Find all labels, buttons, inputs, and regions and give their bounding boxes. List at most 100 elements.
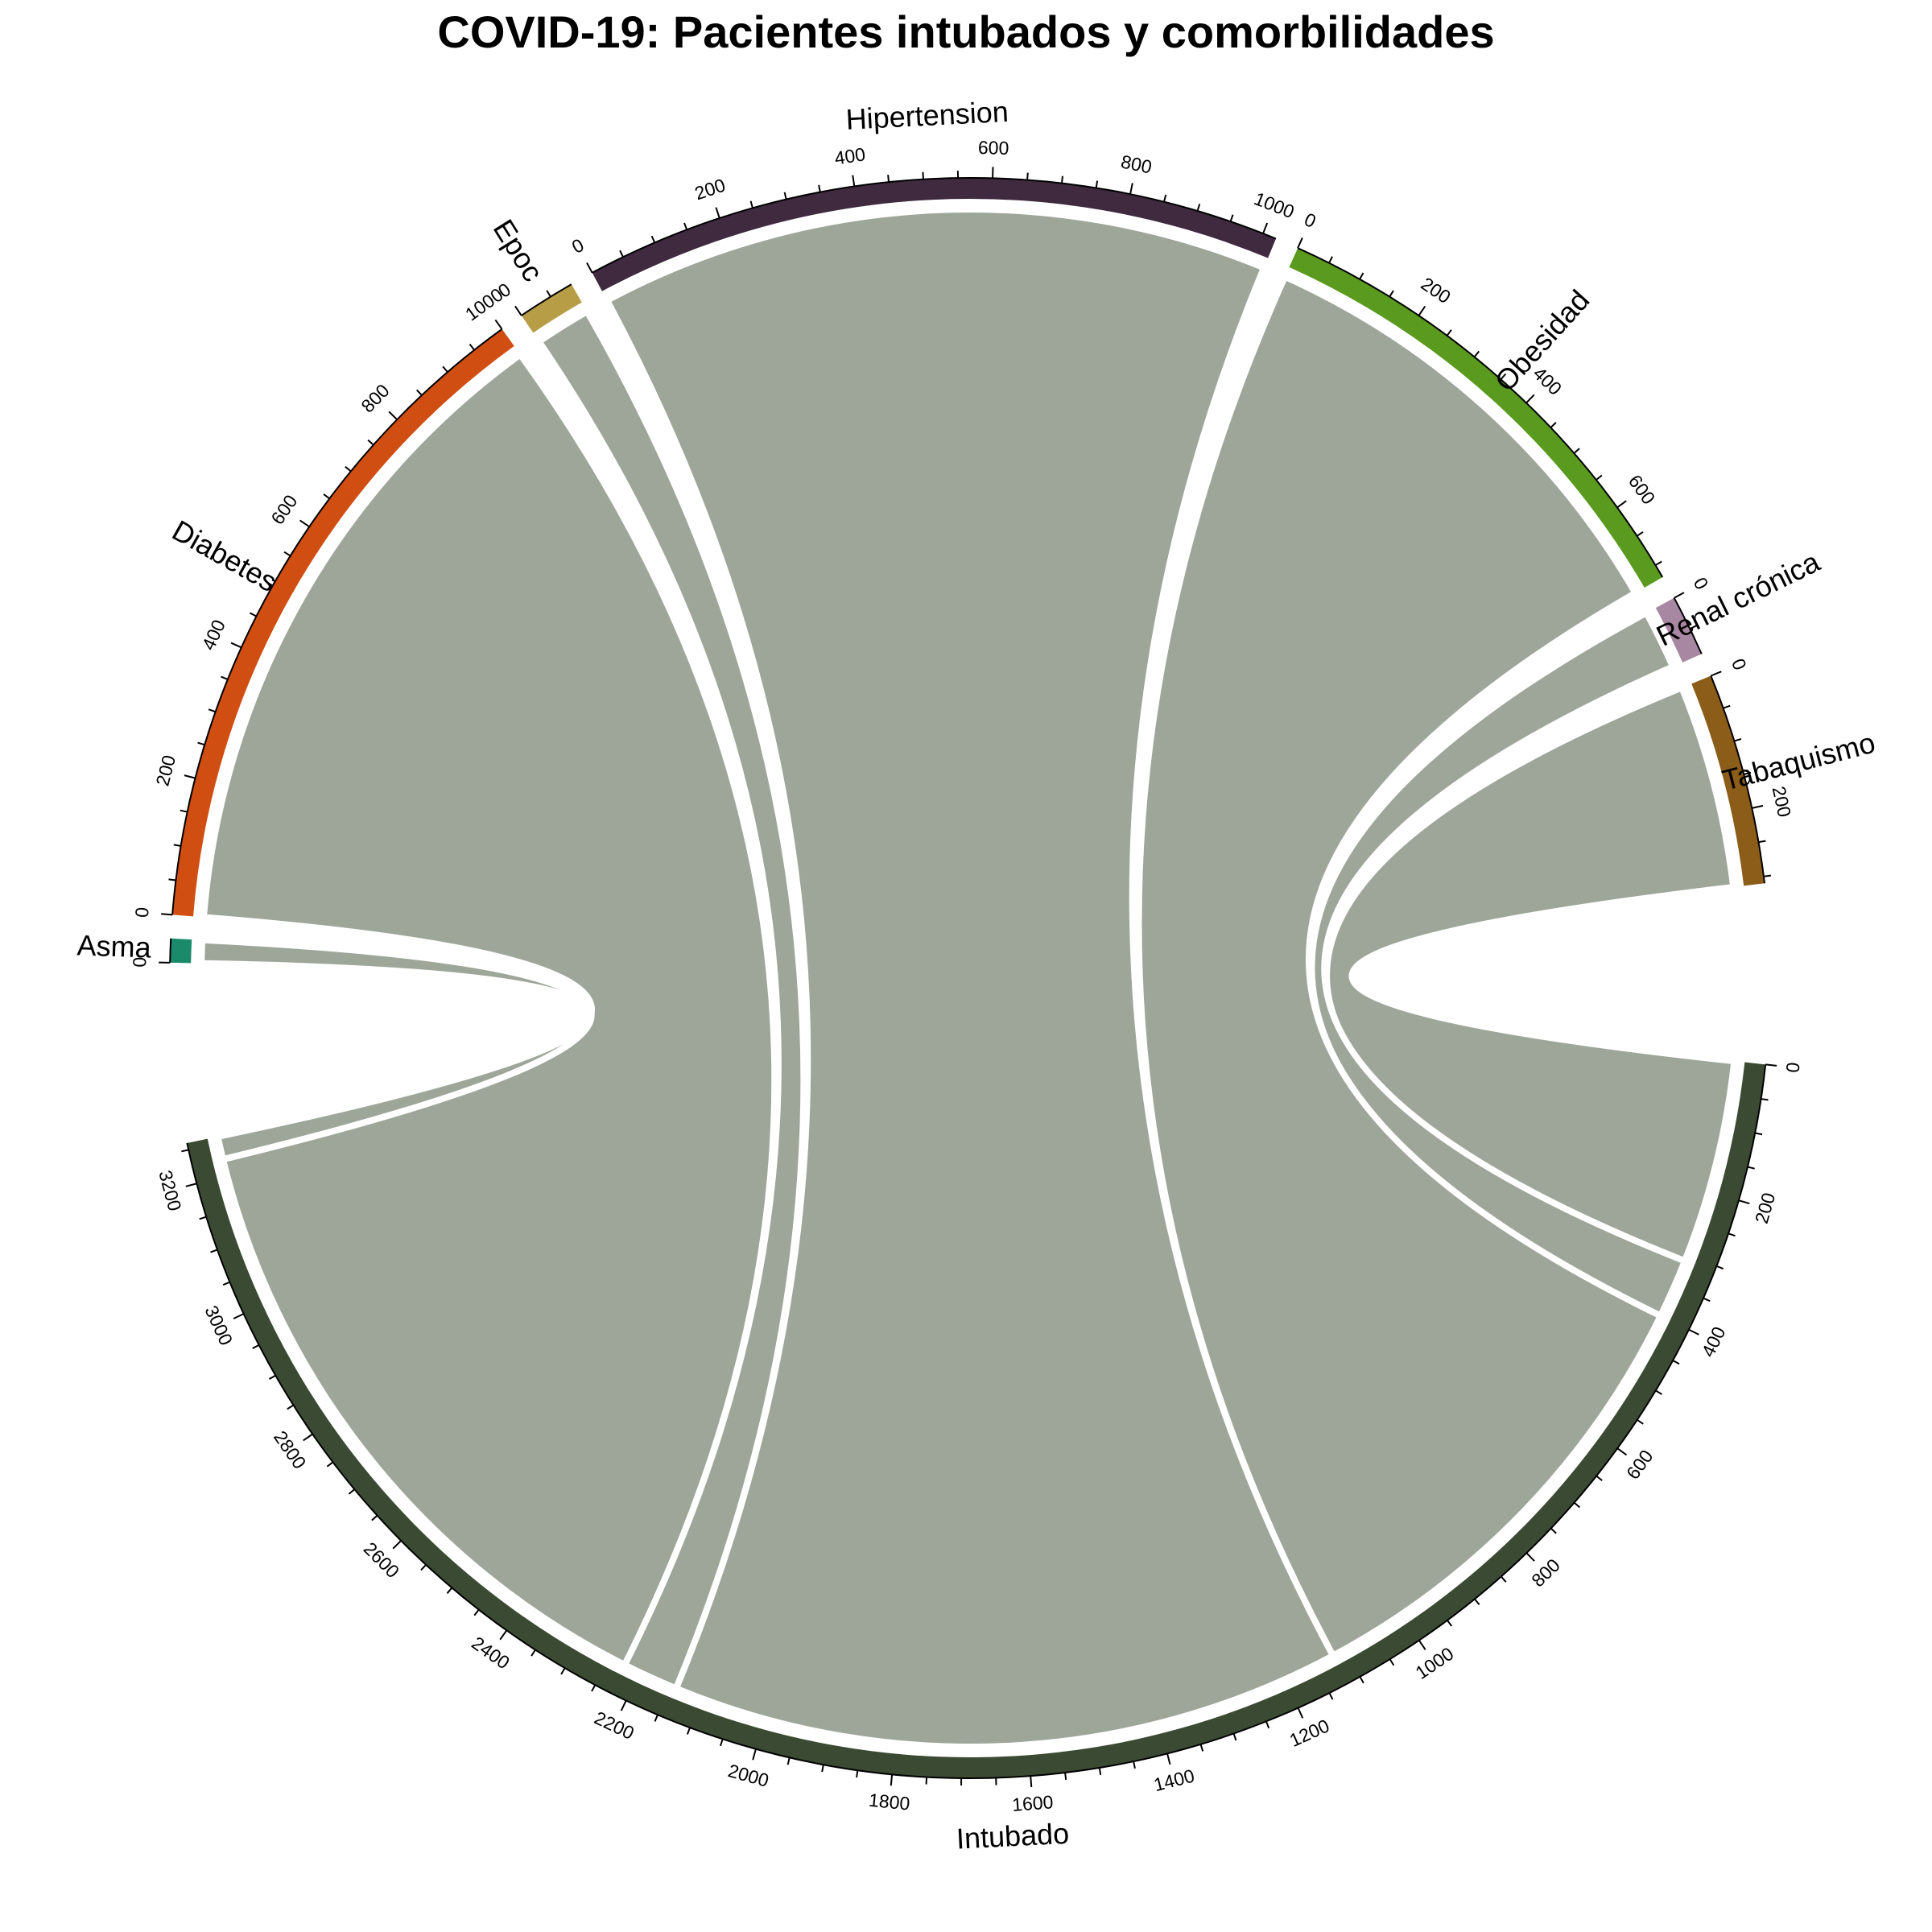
- tick-diabetes: [388, 411, 398, 420]
- tick-intubado: [1761, 1098, 1769, 1101]
- tick-hipertension: [715, 207, 720, 219]
- tick-label-intubado: 400: [1697, 1323, 1729, 1360]
- tick-intubado: [222, 1281, 230, 1286]
- tick-intubado: [181, 1149, 189, 1153]
- tick-intubado: [252, 1344, 260, 1349]
- tick-obesidad: [1500, 373, 1507, 380]
- tick-hipertension: [1262, 222, 1269, 234]
- tick-hipertension: [683, 222, 688, 230]
- sector-label-hipertension: Hipertension: [845, 95, 1009, 136]
- tick-diabetes: [180, 809, 188, 813]
- tick-intubado: [1738, 1199, 1750, 1205]
- tick-renal-cronica: [1674, 592, 1685, 599]
- tick-obesidad: [1297, 237, 1303, 249]
- tick-label-tabaquismo: 0: [1728, 655, 1751, 673]
- tick-intubado: [1573, 1501, 1581, 1509]
- tick-hipertension: [619, 250, 624, 258]
- tick-label-diabetes: 0: [131, 906, 153, 919]
- tick-obesidad: [1525, 394, 1535, 404]
- tick-epoc: [546, 290, 551, 298]
- tick-intubado: [560, 1667, 566, 1675]
- tick-intubado: [654, 1714, 658, 1722]
- tick-label-obesidad: 600: [1624, 471, 1660, 508]
- tick-hipertension: [783, 192, 787, 200]
- tick-label-hipertension: 400: [833, 143, 867, 168]
- axis-line-asma: [169, 938, 172, 963]
- tick-intubado: [1199, 1744, 1204, 1752]
- tick-intubado: [719, 1738, 724, 1747]
- tick-label-intubado: 1600: [1011, 1791, 1054, 1815]
- tick-intubado: [786, 1757, 791, 1765]
- tick-tabaquismo: [1744, 771, 1752, 775]
- tick-intubado: [185, 1183, 197, 1187]
- tick-label-intubado: 1400: [1151, 1765, 1196, 1795]
- tick-obesidad: [1573, 448, 1580, 454]
- tick-label-diabetes: 800: [357, 380, 393, 417]
- tick-intubado: [1447, 1620, 1453, 1627]
- tick-diabetes: [221, 675, 229, 680]
- sector-tabaquismo: [1691, 675, 1765, 886]
- tick-obesidad: [1446, 329, 1452, 336]
- tick-diabetes: [168, 878, 176, 881]
- tick-obesidad: [1596, 474, 1603, 481]
- tick-intubado: [591, 1684, 597, 1692]
- chord-obesidad-intubado: [1135, 273, 1664, 1659]
- tick-intubado: [821, 1764, 824, 1773]
- tick-intubado: [1616, 1447, 1628, 1456]
- tick-diabetes: [208, 708, 216, 713]
- tick-label-diabetes: 400: [198, 617, 230, 654]
- tick-diabetes: [266, 581, 274, 587]
- tick-diabetes: [494, 319, 503, 330]
- tick-label-intubado: 600: [1622, 1446, 1657, 1483]
- tick-diabetes: [323, 493, 330, 500]
- tick-epoc: [514, 305, 522, 316]
- tick-intubado: [446, 1587, 453, 1594]
- tick-intubado: [1297, 1707, 1304, 1719]
- chord-tabaquismo-intubado: [1323, 684, 1738, 1265]
- tick-diabetes: [184, 774, 196, 779]
- tick-intubado: [1637, 1419, 1644, 1425]
- tick-intubado: [1030, 1776, 1033, 1788]
- tick-diabetes: [367, 439, 374, 446]
- tick-intubado: [1525, 1552, 1535, 1562]
- tick-tabaquismo: [1763, 874, 1772, 877]
- tick-obesidad: [1359, 272, 1364, 280]
- tick-intubado: [473, 1609, 480, 1616]
- sector-obesidad: [1289, 248, 1663, 588]
- tick-obesidad: [1418, 305, 1426, 316]
- tick-label-hipertension: 600: [978, 137, 1009, 159]
- tick-intubado: [1232, 1733, 1237, 1741]
- tick-obesidad: [1636, 530, 1644, 537]
- tick-intubado: [1265, 1721, 1270, 1729]
- tick-label-intubado: 200: [1751, 1191, 1780, 1226]
- tick-label-tabaquismo: 200: [1769, 784, 1796, 819]
- tick-hipertension: [749, 200, 753, 208]
- tick-intubado: [530, 1649, 536, 1657]
- tick-hipertension: [1163, 194, 1167, 202]
- tick-intubado: [199, 1216, 207, 1220]
- tick-intubado: [1359, 1676, 1364, 1684]
- tick-intubado: [1716, 1265, 1724, 1269]
- sector-label-diabetes: Diabetes: [167, 514, 283, 598]
- tick-label-diabetes: 200: [151, 753, 180, 788]
- tick-label-renal-cronica: 0: [1690, 574, 1713, 593]
- tick-intubado: [348, 1488, 355, 1495]
- tick-intubado: [1550, 1527, 1557, 1534]
- tick-intubado: [1166, 1753, 1171, 1765]
- tick-intubado: [686, 1727, 691, 1735]
- tick-intubado: [1133, 1761, 1136, 1769]
- tick-renal-cronica: [1689, 625, 1697, 630]
- tick-diabetes: [299, 519, 310, 528]
- chart-title: COVID-19: Pacientes intubados y comorbil…: [437, 6, 1495, 57]
- tick-intubado: [420, 1564, 427, 1571]
- tick-tabaquismo: [1734, 737, 1742, 742]
- tick-hipertension: [1061, 175, 1064, 184]
- tick-diabetes: [442, 365, 448, 373]
- tick-label-obesidad: 200: [1418, 273, 1455, 308]
- axis-line-epoc: [521, 283, 572, 316]
- axis-line-intubado: [186, 1064, 1767, 1779]
- tick-diabetes: [345, 465, 352, 473]
- tick-label-intubado: 1800: [868, 1790, 910, 1814]
- tick-intubado: [620, 1700, 627, 1711]
